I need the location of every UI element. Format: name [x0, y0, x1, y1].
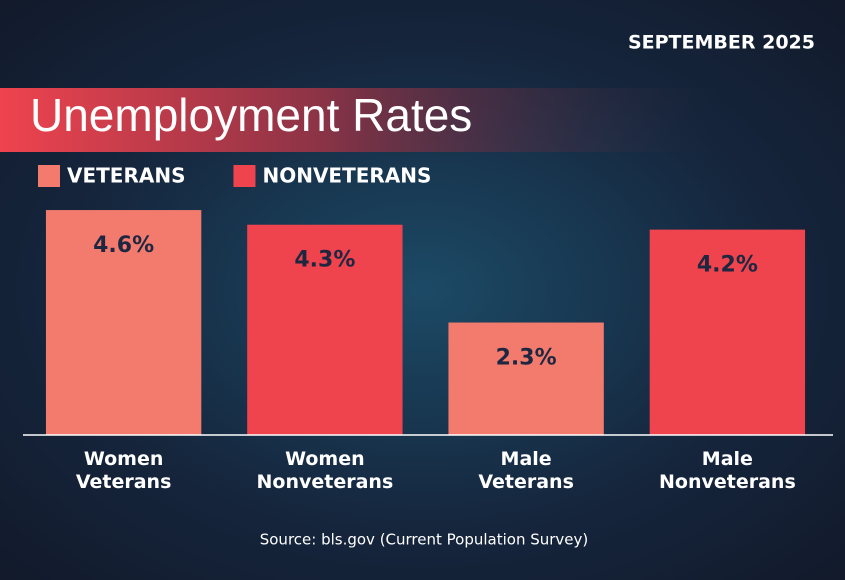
- legend-label: VETERANS: [67, 164, 185, 188]
- bar: [448, 322, 604, 435]
- bar: [45, 210, 202, 435]
- legend-swatch: [233, 165, 256, 187]
- source: Source: bls.gov (Current Population Surv…: [260, 531, 589, 549]
- value-label: 4.6%: [93, 233, 154, 258]
- value-label: 2.3%: [496, 346, 557, 371]
- x-tick-label: Women Nonveterans: [257, 448, 394, 493]
- x-tick-label: Male Veterans: [478, 448, 574, 493]
- value-label: 4.3%: [294, 248, 355, 273]
- title-banner: [0, 88, 720, 152]
- x-tick-label: Male Nonveterans: [659, 448, 796, 493]
- legend-swatch: [38, 165, 60, 187]
- chart-title: Unemployment Rates: [30, 89, 472, 141]
- bar: [247, 224, 403, 435]
- legend-label: NONVETERANS: [262, 164, 431, 188]
- x-tick-label: Women Veterans: [76, 448, 172, 493]
- value-label: 4.2%: [697, 253, 758, 278]
- date: SEPTEMBER 2025: [628, 32, 815, 54]
- bar: [649, 229, 806, 435]
